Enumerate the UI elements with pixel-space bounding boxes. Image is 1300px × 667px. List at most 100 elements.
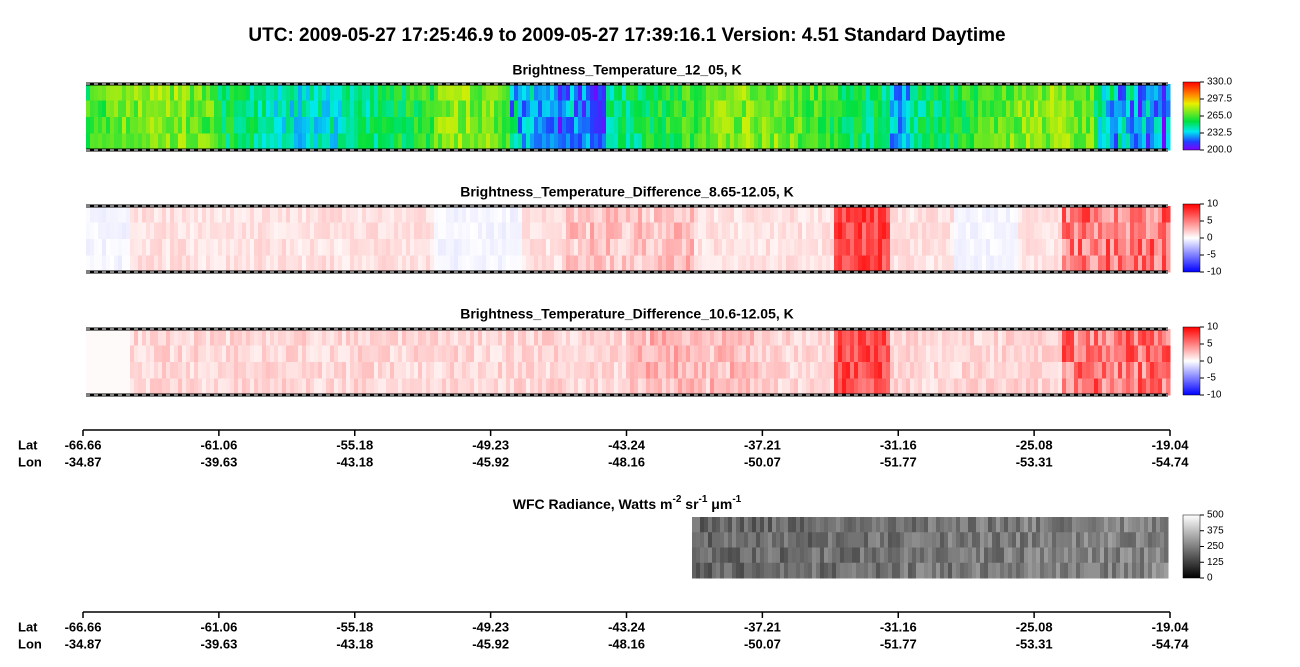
image-pixel (1154, 378, 1159, 396)
image-pixel (1166, 255, 1171, 273)
image-pixel (638, 117, 643, 134)
image-pixel (774, 84, 779, 101)
image-pixel (716, 532, 721, 548)
image-pixel (758, 206, 763, 223)
image-pixel (606, 255, 611, 273)
image-pixel (210, 117, 215, 134)
image-pixel (1048, 532, 1053, 548)
image-pixel (1016, 562, 1021, 579)
image-pixel (314, 222, 319, 240)
image-pixel (126, 100, 131, 118)
image-pixel (1162, 239, 1167, 256)
image-pixel (454, 255, 459, 273)
image-pixel (86, 255, 91, 273)
image-pixel (932, 532, 937, 548)
image-pixel (374, 133, 379, 151)
image-pixel (778, 329, 783, 346)
image-pixel (314, 206, 319, 223)
image-pixel (374, 100, 379, 118)
image-pixel (578, 239, 583, 256)
image-pixel (334, 222, 339, 240)
image-pixel (878, 222, 883, 240)
image-pixel (1068, 562, 1073, 579)
image-pixel (554, 222, 559, 240)
image-pixel (566, 345, 571, 363)
image-pixel (230, 206, 235, 223)
image-pixel (642, 117, 647, 134)
image-pixel (850, 362, 855, 379)
image-pixel (674, 239, 679, 256)
lat-tick-label: -19.04 (1152, 619, 1190, 634)
image-pixel (1042, 345, 1047, 363)
image-pixel (586, 84, 591, 101)
image-pixel (854, 100, 859, 118)
image-pixel (242, 117, 247, 134)
image-pixel (1082, 255, 1087, 273)
image-pixel (674, 329, 679, 346)
image-pixel (594, 117, 599, 134)
image-pixel (434, 329, 439, 346)
image-pixel (406, 255, 411, 273)
image-pixel (922, 329, 927, 346)
image-pixel (690, 345, 695, 363)
image-pixel (390, 84, 395, 101)
image-pixel (876, 532, 881, 548)
image-pixel (334, 133, 339, 151)
image-pixel (998, 222, 1003, 240)
image-pixel (970, 378, 975, 396)
image-pixel (546, 362, 551, 379)
image-pixel (614, 378, 619, 396)
image-pixel (210, 239, 215, 256)
image-pixel (1148, 532, 1153, 548)
image-pixel (762, 222, 767, 240)
image-pixel (814, 117, 819, 134)
image-pixel (948, 532, 953, 548)
image-pixel (962, 84, 967, 101)
image-pixel (910, 362, 915, 379)
image-pixel (1114, 378, 1119, 396)
image-pixel (426, 362, 431, 379)
image-pixel (1152, 532, 1157, 548)
image-pixel (942, 378, 947, 396)
image-pixel (882, 378, 887, 396)
image-pixel (898, 345, 903, 363)
image-pixel (362, 84, 367, 101)
image-pixel (622, 206, 627, 223)
image-pixel (118, 84, 123, 101)
image-pixel (762, 378, 767, 396)
image-pixel (1068, 517, 1073, 533)
image-pixel (442, 362, 447, 379)
image-pixel (752, 547, 757, 564)
image-pixel (510, 117, 515, 134)
colorbar-label: 0 (1207, 233, 1213, 244)
image-pixel (698, 133, 703, 151)
image-pixel (334, 239, 339, 256)
image-pixel (198, 84, 203, 101)
image-pixel (1046, 222, 1051, 240)
image-pixel (350, 222, 355, 240)
image-pixel (114, 84, 119, 101)
image-pixel (658, 362, 663, 379)
image-pixel (686, 345, 691, 363)
image-pixel (882, 362, 887, 379)
image-pixel (298, 117, 303, 134)
image-pixel (1054, 345, 1059, 363)
image-pixel (946, 133, 951, 151)
image-pixel (322, 117, 327, 134)
image-pixel (1066, 255, 1071, 273)
image-pixel (1062, 133, 1067, 151)
image-pixel (1112, 532, 1117, 548)
image-pixel (944, 547, 949, 564)
image-pixel (322, 378, 327, 396)
image-pixel (1154, 255, 1159, 273)
lat-tick-label: -31.16 (880, 437, 917, 452)
image-pixel (1062, 206, 1067, 223)
image-pixel (1146, 117, 1151, 134)
image-pixel (694, 255, 699, 273)
image-pixel (102, 206, 107, 223)
image-pixel (266, 206, 271, 223)
image-pixel (830, 362, 835, 379)
image-pixel (874, 84, 879, 101)
image-pixel (974, 206, 979, 223)
image-pixel (646, 362, 651, 379)
